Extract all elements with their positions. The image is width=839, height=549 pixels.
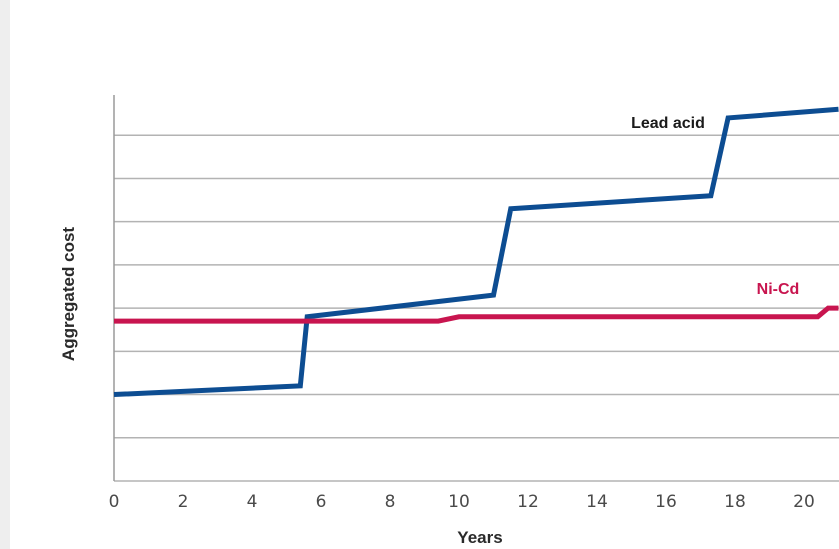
x-tick-label: 6 <box>316 492 327 512</box>
y-axis-title: Aggregated cost <box>59 227 78 361</box>
x-tick-label: 20 <box>793 492 815 512</box>
x-tick-label: 16 <box>655 492 677 512</box>
x-tick-label: 4 <box>247 492 258 512</box>
x-tick-label: 2 <box>178 492 189 512</box>
x-tick-label: 8 <box>385 492 396 512</box>
x-tick-label: 14 <box>586 492 608 512</box>
x-tick-label: 12 <box>517 492 539 512</box>
series-label-ni-cd: Ni-Cd <box>757 281 800 298</box>
x-tick-label: 18 <box>724 492 746 512</box>
x-tick-label: 0 <box>109 492 120 512</box>
x-axis-title: Years <box>457 528 502 547</box>
series-line-lead-acid <box>113 106 839 398</box>
series-line-ni-cd <box>114 305 839 324</box>
x-tick-labels: 0 2 4 6 8 10 12 14 16 18 20 <box>109 492 815 512</box>
series-label-lead-acid: Lead acid <box>631 115 705 132</box>
series-layer <box>113 106 839 398</box>
chart-panel <box>10 0 839 549</box>
x-tick-label: 10 <box>448 492 470 512</box>
grid-lines <box>114 134 839 482</box>
